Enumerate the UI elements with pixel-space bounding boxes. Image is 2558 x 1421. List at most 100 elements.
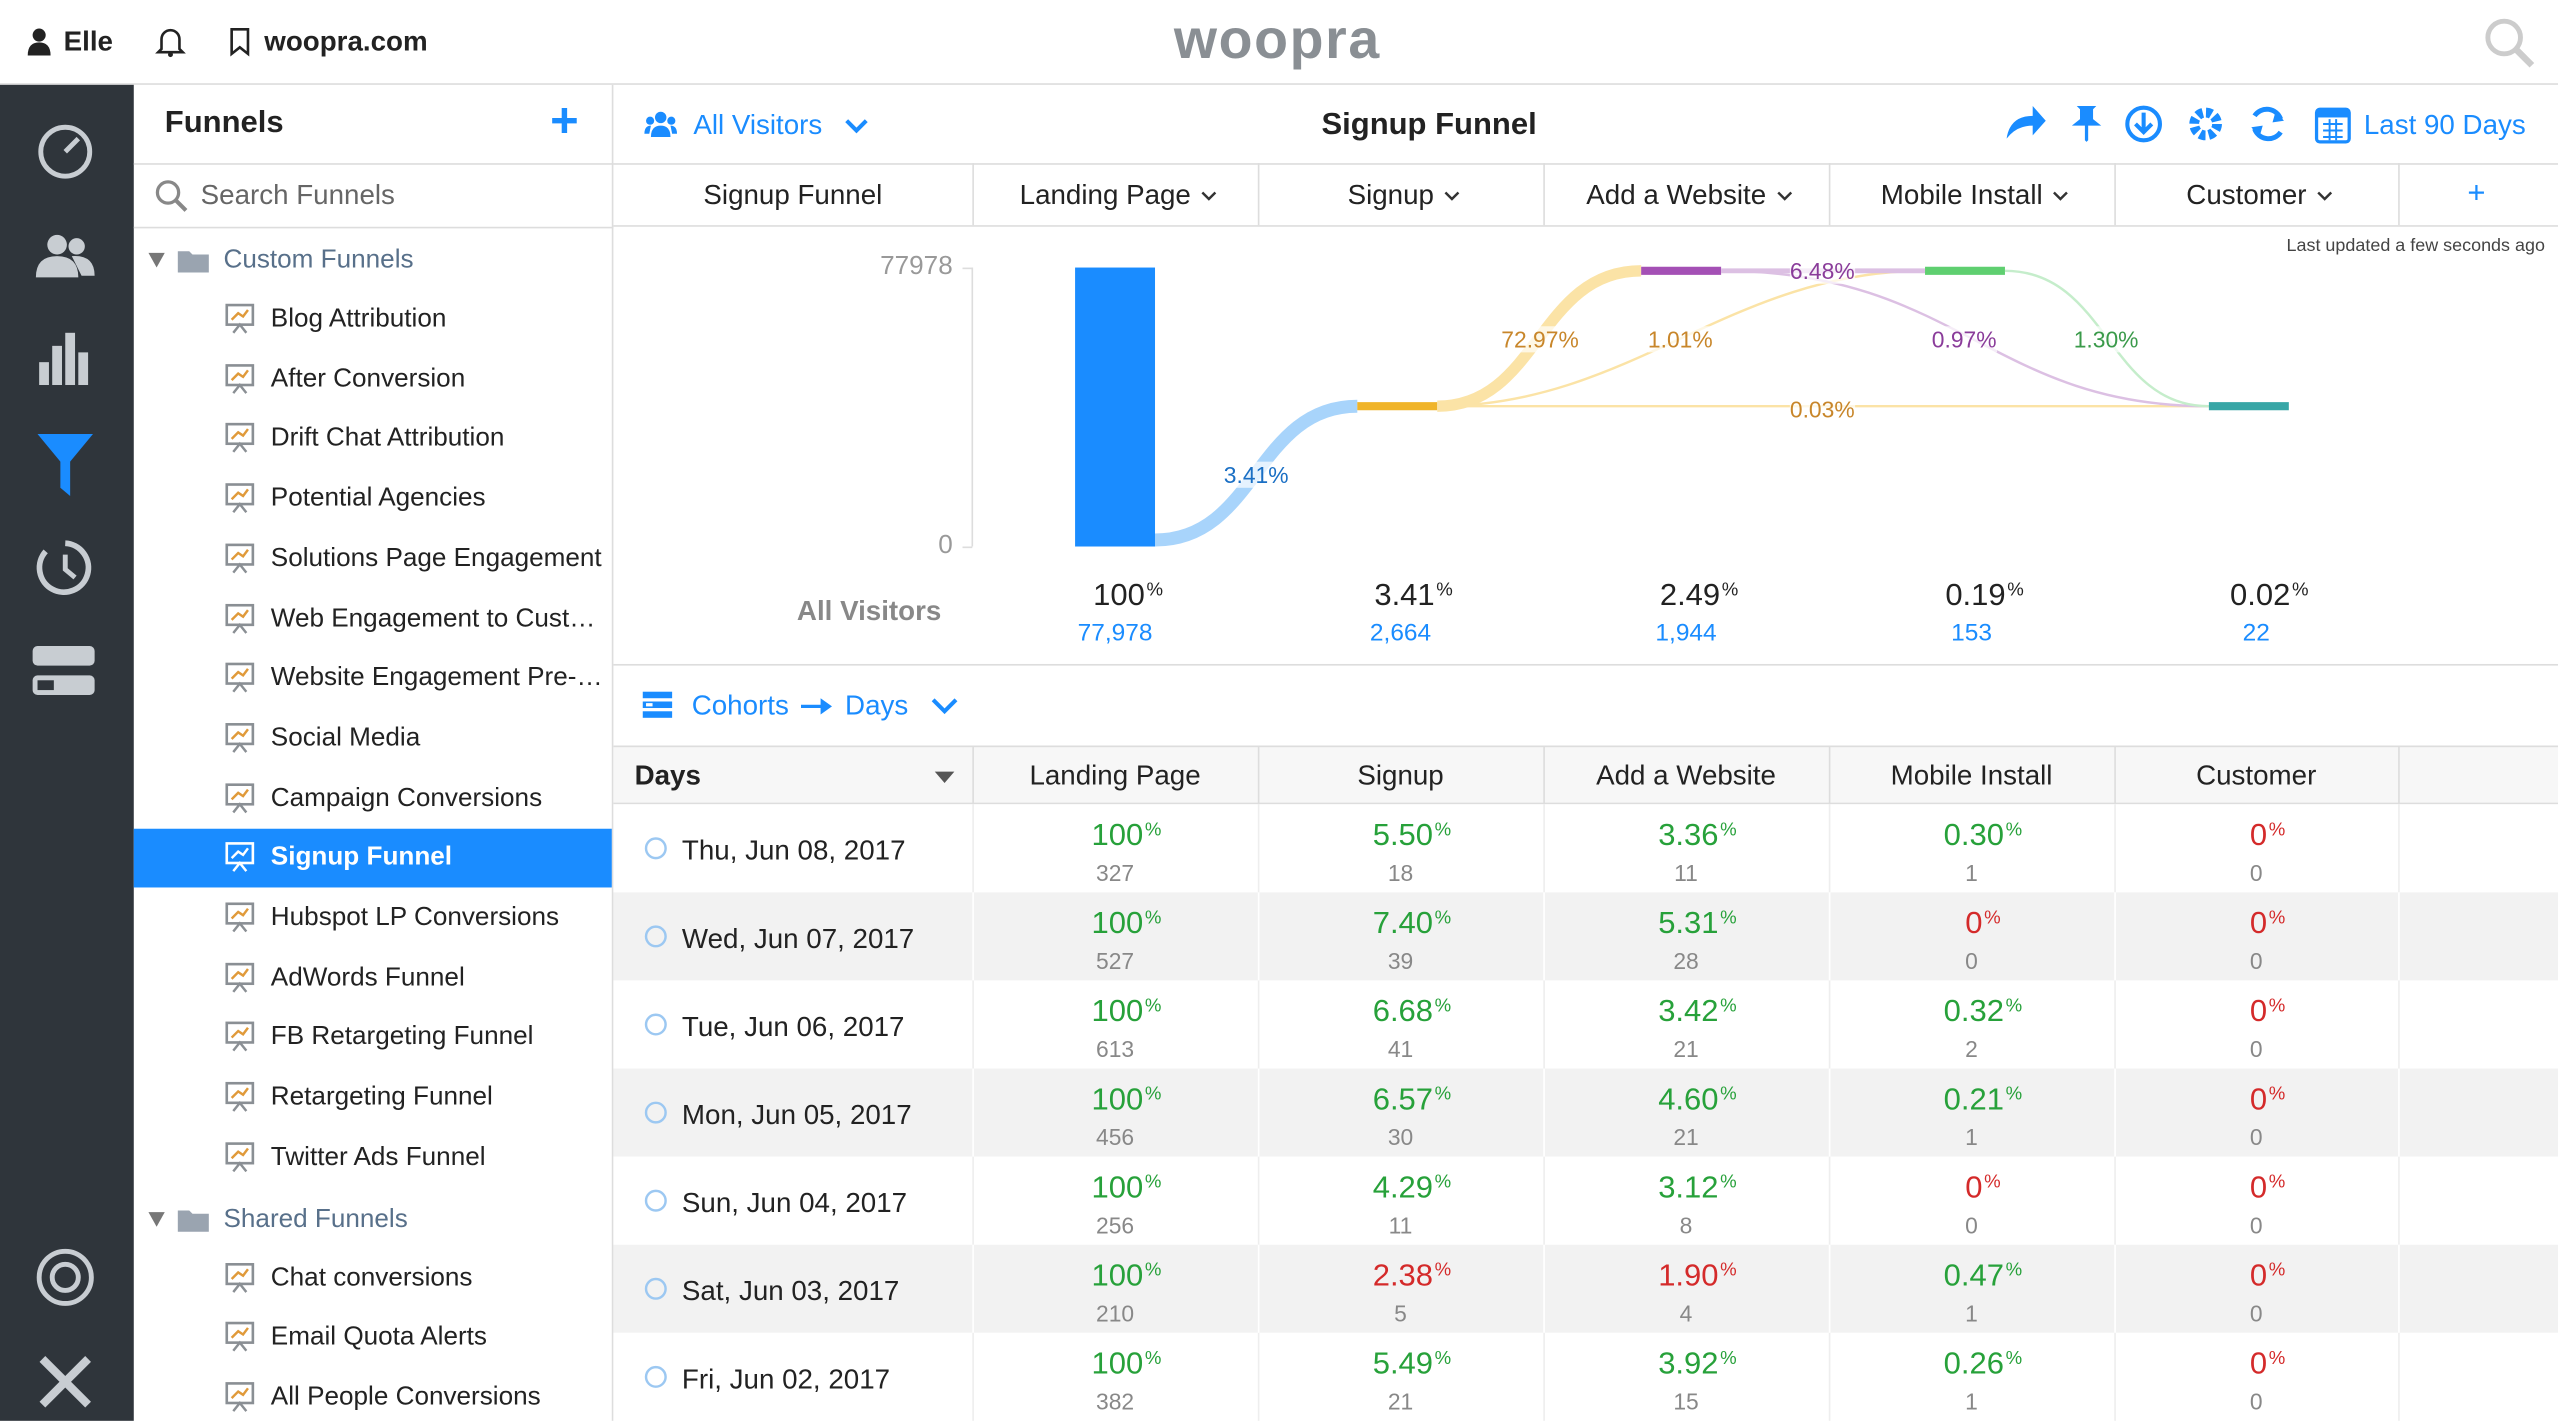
flow-label: 0.97% (1931, 326, 1997, 353)
funnel-item[interactable]: Potential Agencies (270, 484, 486, 513)
cell-divider (1257, 1068, 1260, 1157)
step-header[interactable]: Landing Page (1019, 179, 1191, 211)
column-divider (972, 745, 974, 805)
row-date: Fri, Jun 02, 2017 (681, 1363, 891, 1395)
cell-divider (1257, 1156, 1260, 1245)
folder-label[interactable]: Shared Funnels (223, 1204, 408, 1233)
row-select[interactable] (643, 1276, 669, 1302)
cohort-icons (642, 691, 673, 718)
table-header-cell: Signup (1357, 760, 1444, 792)
row-select[interactable] (643, 1100, 669, 1126)
step-chevron[interactable] (2317, 191, 2333, 202)
add-step-button[interactable]: + (2467, 176, 2486, 211)
nav-people[interactable] (35, 232, 95, 281)
cohort-chevron[interactable] (931, 698, 958, 715)
funnel-item[interactable]: Blog Attribution (270, 305, 447, 333)
column-divider (1543, 745, 1545, 805)
cohort-selector[interactable]: Cohorts (691, 690, 789, 722)
calendar-icon[interactable] (2314, 104, 2351, 144)
row-select[interactable] (643, 923, 669, 949)
date-range[interactable]: Last 90 Days (2363, 109, 2526, 141)
cell-percent: 0% (2249, 995, 2286, 1030)
segment-chevron[interactable] (845, 117, 868, 134)
last-updated: Last updated a few seconds ago (2286, 236, 2545, 257)
segment-selector[interactable]: All Visitors (693, 109, 823, 141)
search-icon[interactable] (2483, 16, 2535, 68)
column-divider (1543, 163, 1545, 226)
cell-count: 613 (1095, 1035, 1135, 1063)
step-header[interactable]: Customer (2186, 179, 2307, 211)
nav-funnels[interactable] (37, 433, 93, 496)
funnel-item[interactable]: Solutions Page Engagement (270, 544, 602, 573)
funnel-item[interactable]: After Conversion (270, 364, 466, 393)
toolbar-icons[interactable] (2003, 103, 2313, 145)
step-header[interactable]: Signup (1347, 179, 1434, 211)
nav-settings-panel[interactable] (32, 646, 98, 698)
column-divider (1828, 163, 1831, 226)
search-input[interactable]: Search Funnels (200, 179, 395, 211)
step-header[interactable]: Add a Website (1586, 179, 1767, 211)
row-select[interactable] (643, 1188, 669, 1214)
funnel-item[interactable]: Twitter Ads Funnel (270, 1143, 486, 1171)
user-name[interactable]: Elle (63, 26, 113, 58)
nav-retention[interactable] (36, 538, 95, 597)
cell-percent: 0.30% (1943, 818, 2023, 854)
column-divider (2398, 745, 2400, 805)
cell-divider (972, 1332, 974, 1421)
funnel-item[interactable]: FB Retargeting Funnel (270, 1023, 534, 1052)
row-select[interactable] (643, 1011, 669, 1037)
cell-divider (972, 1068, 974, 1157)
site-name[interactable]: woopra.com (264, 26, 428, 58)
cell-divider (2398, 1244, 2400, 1333)
nav-reports[interactable] (36, 330, 95, 389)
cell-count: 21 (1673, 1035, 1699, 1063)
funnel-item[interactable]: Signup Funnel (270, 843, 453, 872)
funnel-item[interactable]: Hubspot LP Conversions (270, 903, 560, 932)
row-select[interactable] (643, 1364, 669, 1390)
bell-icon[interactable] (155, 26, 186, 58)
funnel-item[interactable]: Retargeting Funnel (270, 1083, 493, 1112)
step-header[interactable]: Mobile Install (1880, 179, 2043, 211)
nav-dashboard[interactable] (36, 122, 95, 181)
cell-divider (2114, 1332, 2116, 1421)
funnel-item[interactable]: Chat conversions (270, 1263, 473, 1292)
nav-tools[interactable] (36, 1352, 95, 1411)
funnel-item[interactable]: Drift Chat Attribution (270, 424, 505, 453)
step-percent: 100% (1093, 579, 1164, 614)
cell-divider (1543, 1332, 1545, 1421)
column-divider (2398, 163, 2400, 226)
step-percent: 0.19% (1945, 579, 2024, 614)
add-funnel-button[interactable]: + (550, 94, 579, 149)
funnel-item[interactable]: Social Media (270, 724, 421, 752)
cell-percent: 0% (2249, 1347, 2286, 1382)
step-chevron[interactable] (1776, 191, 1792, 202)
funnel-item[interactable]: Campaign Conversions (270, 784, 543, 812)
funnel-item[interactable]: All People Conversions (270, 1383, 541, 1411)
funnel-item[interactable]: Website Engagement Pre-… (270, 664, 603, 693)
table-row (613, 804, 2558, 893)
funnel-item-icon (225, 662, 255, 693)
cell-count: 1 (1965, 1388, 1978, 1415)
table-header-cell: Landing Page (1029, 760, 1201, 792)
cell-count: 21 (1387, 1388, 1414, 1415)
row-select[interactable] (643, 835, 669, 861)
cell-divider (1828, 804, 1831, 893)
days-header[interactable]: Days (634, 760, 701, 792)
step-chevron[interactable] (1444, 191, 1460, 202)
folder-label[interactable]: Custom Funnels (223, 246, 414, 275)
sort-toggle[interactable] (934, 771, 955, 784)
bookmark-icon[interactable] (230, 28, 250, 57)
cell-divider (1257, 1332, 1260, 1421)
step-chevron[interactable] (1201, 191, 1217, 202)
cell-divider (972, 892, 974, 981)
funnel-item[interactable]: Email Quota Alerts (270, 1323, 487, 1352)
funnel-item[interactable]: Web Engagement to Cust… (270, 604, 596, 633)
step-chevron[interactable] (2052, 191, 2068, 202)
cell-percent: 4.29% (1372, 1171, 1452, 1206)
interval-selector[interactable]: Days (845, 690, 909, 722)
nav-goals[interactable] (36, 1248, 95, 1307)
funnel-item[interactable]: AdWords Funnel (270, 963, 465, 992)
logo: woopra (1173, 8, 1381, 71)
cell-count: 11 (1388, 1212, 1413, 1239)
